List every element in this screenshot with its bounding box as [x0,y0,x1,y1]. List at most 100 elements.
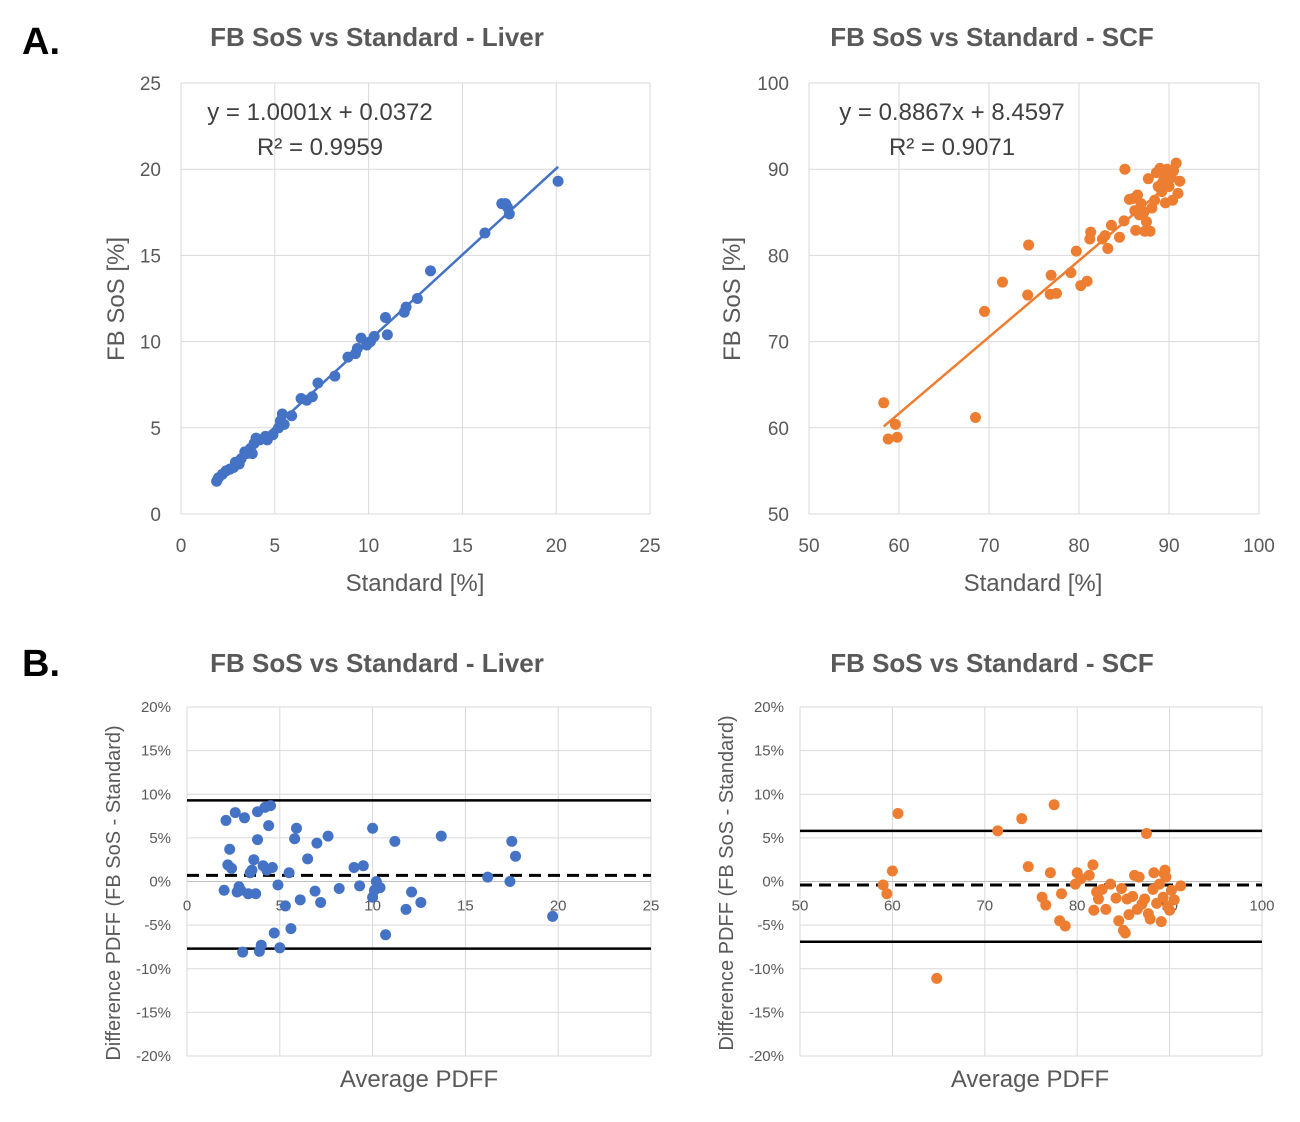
data-point [246,448,258,460]
data-point [374,882,386,894]
r-squared-label: R² = 0.9959 [257,134,383,161]
data-point [877,879,889,891]
data-point [312,377,324,389]
y-axis-ticks: -20% -15% -10% -5% 0% 5% 10% 15% 20% [749,699,784,1065]
data-point [286,410,298,422]
data-point [289,833,301,845]
data-point [1099,230,1111,242]
data-point [1119,927,1131,939]
data-point [1118,215,1130,227]
panel-label-b: B. [22,643,60,685]
data-point [294,894,306,906]
data-point [891,431,903,443]
data-point [224,843,236,855]
data-point [1102,243,1114,255]
y-tick-label: 90 [768,160,789,181]
data-point [1138,206,1150,218]
gridlines [186,706,652,1057]
data-point [504,876,516,887]
x-axis-label: Average PDFF [951,1066,1109,1093]
data-point [381,329,393,341]
data-point [970,411,981,423]
data-point [1114,231,1125,243]
data-point [1132,189,1143,201]
data-point [220,814,232,826]
data-point [1104,878,1116,890]
y-tick-label: -10% [749,961,784,978]
data-point [510,850,522,862]
x-tick-label: 90 [1158,536,1179,557]
data-point [1163,180,1175,192]
data-point [1158,868,1170,880]
x-tick-label: 0 [176,536,187,557]
data-point [479,227,491,239]
x-axis-ticks: 50 60 70 80 90 100 [798,536,1274,557]
data-point [1142,173,1154,185]
y-tick-label: 20% [754,699,784,716]
y-tick-label: 5% [762,830,784,847]
data-point [1016,813,1028,825]
data-point [1059,920,1071,932]
chart-title: FB SoS vs Standard - Liver [210,22,544,52]
x-tick-label: 80 [1068,536,1089,557]
x-tick-label: 20 [546,536,567,557]
data-point [268,927,280,939]
chart-title: FB SoS vs Standard - Liver [210,648,544,678]
data-point [265,800,277,812]
data-point [1045,269,1057,281]
y-tick-label: 60 [768,419,789,440]
data-point [1092,893,1104,905]
y-tick-label: 0 [150,505,161,526]
y-tick-label: 25 [140,74,161,95]
y-tick-label: 50 [768,505,789,526]
x-tick-label: 60 [884,898,901,915]
data-point [1135,198,1147,210]
data-point [276,408,288,420]
y-tick-label: 10% [754,786,784,803]
data-point [881,888,893,900]
y-tick-label: -15% [749,1004,784,1021]
data-point [400,301,412,313]
data-point [226,862,238,874]
data-point [1175,880,1187,892]
data-point [1119,163,1131,175]
data-point [1164,904,1176,916]
data-point [415,896,427,908]
y-tick-label: 10% [141,786,171,803]
chart-b-liver: FB SoS vs Standard - Liver -20%-15%-10%-… [103,648,659,1093]
data-points [218,800,559,958]
y-tick-label: 70 [768,333,789,354]
y-tick-label: 0% [149,874,171,891]
data-point [1048,799,1060,811]
data-point [246,864,258,876]
data-point [263,820,275,832]
data-point [406,886,418,898]
y-axis-label: Difference PDFF (FB SoS - Standard) [716,715,738,1050]
data-point [1174,175,1186,187]
data-point [1167,194,1179,206]
x-axis-label: Standard [%] [346,570,485,597]
x-tick-label: 50 [798,536,819,557]
data-point [285,923,297,935]
chart-a-liver: FB SoS vs Standard - Liver 0 5 10 15 20 25 0 5… [103,22,661,597]
data-point [1051,287,1062,299]
data-point [1075,873,1087,885]
data-point [1088,904,1100,916]
data-point [1133,871,1145,883]
data-point [1040,899,1052,911]
data-point [992,825,1004,837]
data-point [889,418,901,430]
y-tick-label: -10% [136,961,171,978]
data-point [400,903,412,915]
y-tick-label: 20 [140,160,161,181]
data-point [997,276,1008,288]
data-point [506,835,518,847]
data-point [274,942,286,954]
data-point [1157,891,1169,903]
y-axis-label: FB SoS [%] [719,237,746,361]
x-tick-label: 25 [639,536,660,557]
x-tick-label: 15 [457,898,474,915]
y-tick-label: -20% [749,1048,784,1065]
data-points [878,157,1186,445]
